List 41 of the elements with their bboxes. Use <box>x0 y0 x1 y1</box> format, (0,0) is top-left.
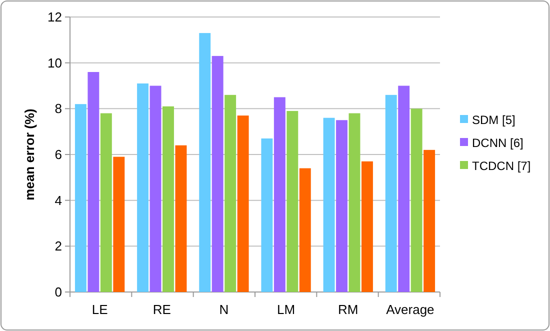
legend-label: SDM [5] <box>472 113 516 128</box>
bar <box>212 56 224 292</box>
legend-label: DCNN [6] <box>472 136 524 150</box>
bar <box>74 104 86 292</box>
y-tick-label: 0 <box>54 284 62 300</box>
x-tick-label: Average <box>386 302 434 317</box>
x-tick-label: N <box>219 302 229 317</box>
y-tick-label: 6 <box>54 147 62 162</box>
legend-label: TCDCN [7] <box>472 159 531 174</box>
bar <box>274 97 286 292</box>
y-tick-label: 12 <box>48 10 62 25</box>
x-tick-label: RE <box>152 302 172 317</box>
bar <box>361 161 373 292</box>
bar <box>410 108 422 292</box>
bar <box>88 72 100 292</box>
bar <box>224 94 236 292</box>
x-tick-label: LM <box>277 302 296 317</box>
bar <box>286 110 298 292</box>
bar <box>113 156 125 292</box>
bar <box>150 86 162 292</box>
x-tick-label: RM <box>338 302 358 317</box>
bar <box>100 113 112 292</box>
bar <box>199 33 211 292</box>
y-tick-label: 10 <box>48 55 62 70</box>
bar <box>237 116 249 292</box>
x-tick-label: LE <box>92 302 108 317</box>
y-tick-label: 2 <box>54 238 62 254</box>
y-axis-title: mean error (%) <box>22 108 37 200</box>
bar <box>299 168 311 292</box>
bar <box>385 94 397 292</box>
bar <box>261 138 273 292</box>
bar <box>424 150 436 292</box>
y-tick-label: 8 <box>54 101 62 116</box>
y-tick-label: 4 <box>54 192 62 208</box>
bar <box>336 120 348 292</box>
bar <box>398 86 410 292</box>
bar <box>348 113 360 292</box>
bar <box>323 118 335 292</box>
bar <box>175 145 187 292</box>
bar <box>162 106 174 292</box>
bar <box>137 83 149 292</box>
